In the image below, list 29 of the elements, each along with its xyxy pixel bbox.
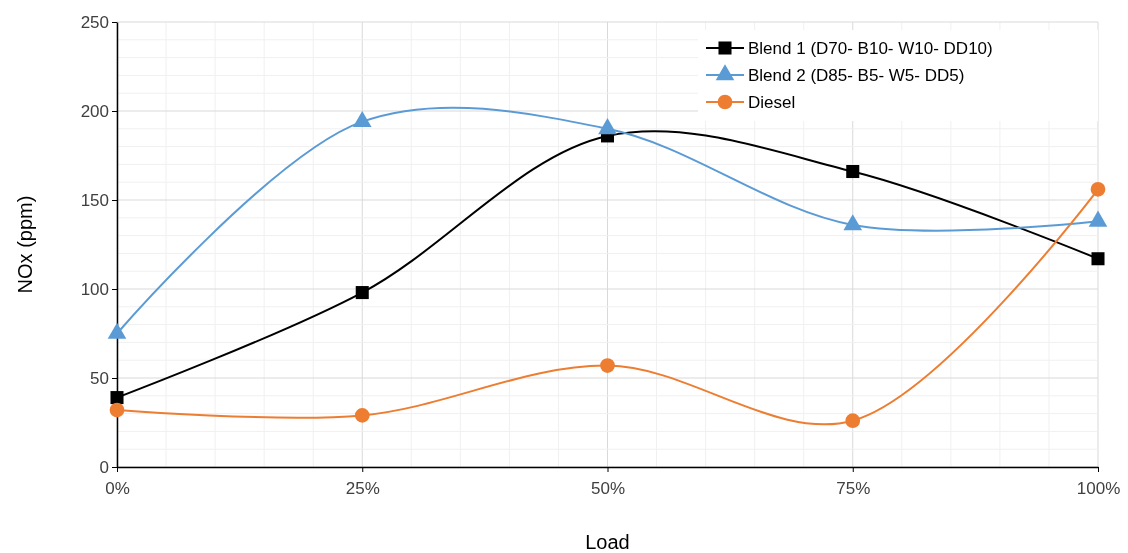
y-tick-label: 0 <box>99 457 109 477</box>
y-tick-label: 150 <box>80 190 109 210</box>
y-tick-label: 250 <box>80 12 109 32</box>
point <box>843 214 863 231</box>
point <box>1088 210 1108 227</box>
point <box>1090 181 1106 197</box>
x-tick-label: 100% <box>1076 478 1121 498</box>
x-axis-title: Load <box>585 531 630 553</box>
x-tick-label: 75% <box>836 478 871 498</box>
point <box>355 286 369 300</box>
point <box>846 165 860 179</box>
point <box>1091 252 1105 266</box>
legend-label: Diesel <box>748 93 796 112</box>
point <box>352 110 372 128</box>
point <box>109 402 125 418</box>
legend-label: Blend 1 (D70- B10- W10- DD10) <box>748 39 993 58</box>
point <box>354 408 370 423</box>
y-axis-title: NOx (ppm) <box>14 195 36 294</box>
point <box>845 413 861 429</box>
point <box>110 391 124 405</box>
point <box>600 358 615 373</box>
y-tick-label: 100 <box>80 279 109 299</box>
point <box>598 118 617 135</box>
y-tick-label: 200 <box>80 101 109 121</box>
y-tick-label: 50 <box>90 368 109 388</box>
legend-label: Blend 2 (D85- B5- W5- DD5) <box>748 66 965 85</box>
x-tick-label: 50% <box>590 478 626 498</box>
x-tick-label: 0% <box>105 478 130 498</box>
x-tick-label: 25% <box>345 478 380 498</box>
